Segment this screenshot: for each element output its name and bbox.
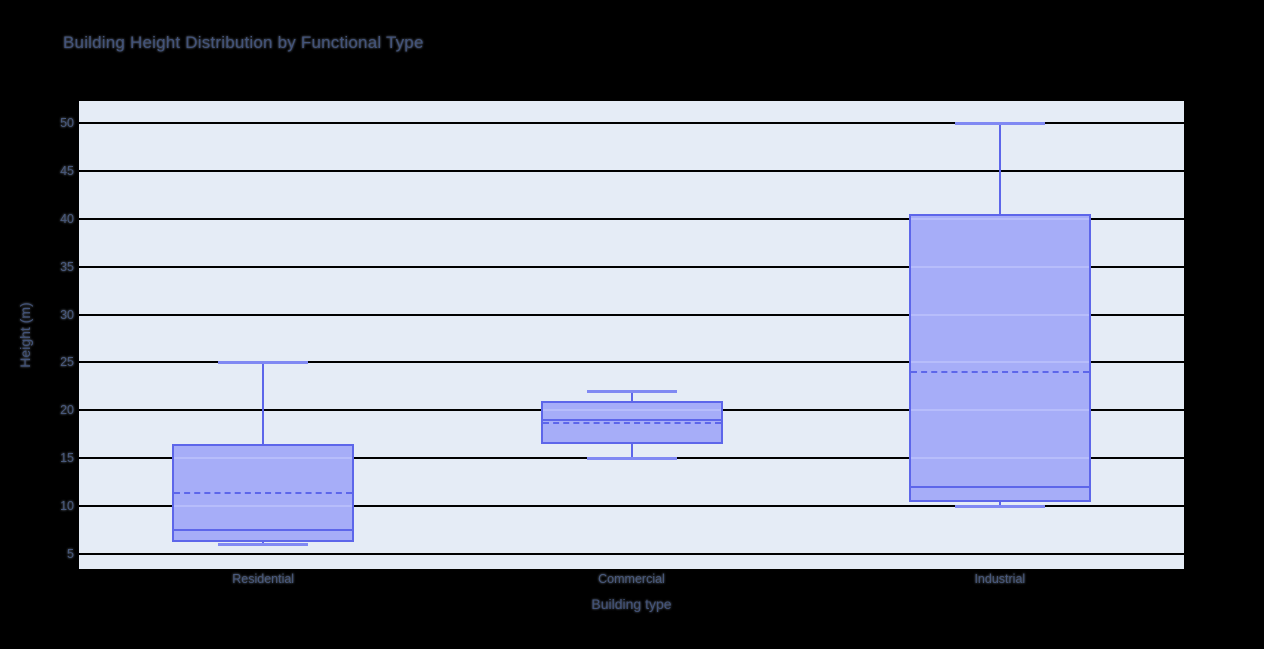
y-tick-label: 20 bbox=[60, 403, 74, 418]
gridline-through-box bbox=[174, 457, 353, 460]
gridline bbox=[79, 170, 1184, 173]
plot-area bbox=[79, 101, 1184, 569]
max-whisker-cap bbox=[954, 122, 1045, 126]
y-axis-title: Height (m) bbox=[17, 302, 33, 368]
gridline-through-box bbox=[174, 504, 353, 507]
mean-line bbox=[174, 491, 353, 494]
x-axis-title: Building type bbox=[591, 596, 672, 612]
gridline-through-box bbox=[910, 409, 1089, 412]
min-whisker-cap bbox=[954, 504, 1045, 508]
x-tick-label: Commercial bbox=[598, 572, 665, 586]
lower-whisker bbox=[998, 502, 1001, 506]
y-tick-label: 40 bbox=[60, 212, 74, 227]
max-whisker-cap bbox=[218, 361, 309, 365]
upper-whisker bbox=[998, 123, 1001, 215]
y-tick-label: 25 bbox=[60, 355, 74, 370]
y-tick-label: 50 bbox=[60, 116, 74, 131]
gridline bbox=[79, 218, 1184, 221]
gridline bbox=[79, 552, 1184, 555]
y-tick-label: 35 bbox=[60, 259, 74, 274]
gridline-through-box bbox=[910, 361, 1089, 364]
upper-whisker bbox=[630, 391, 633, 401]
mean-line bbox=[542, 421, 721, 424]
gridline bbox=[79, 122, 1184, 125]
gridline-through-box bbox=[542, 409, 721, 412]
max-whisker-cap bbox=[586, 390, 677, 394]
y-tick-label: 10 bbox=[60, 498, 74, 513]
median-line bbox=[540, 418, 723, 421]
gridline bbox=[79, 361, 1184, 364]
gridline-through-box bbox=[910, 313, 1089, 316]
median-line bbox=[172, 528, 355, 531]
gridline-through-box bbox=[910, 265, 1089, 268]
gridline-through-box bbox=[910, 218, 1089, 221]
gridline bbox=[79, 265, 1184, 268]
lower-whisker bbox=[630, 443, 633, 459]
mean-line bbox=[910, 371, 1089, 374]
chart-title: Building Height Distribution by Function… bbox=[63, 33, 424, 52]
y-tick-label: 45 bbox=[60, 164, 74, 179]
y-tick-label: 30 bbox=[60, 307, 74, 322]
min-whisker-cap bbox=[218, 543, 309, 547]
gridline bbox=[79, 313, 1184, 316]
gridline-through-box bbox=[910, 457, 1089, 460]
upper-whisker bbox=[262, 362, 265, 444]
x-tick-label: Residential bbox=[232, 572, 295, 586]
lower-whisker bbox=[262, 541, 265, 545]
x-tick-label: Industrial bbox=[974, 572, 1026, 586]
y-tick-label: 5 bbox=[67, 546, 74, 561]
gridline bbox=[79, 504, 1184, 507]
box-industrial bbox=[908, 214, 1091, 503]
min-whisker-cap bbox=[586, 457, 677, 461]
median-line bbox=[908, 485, 1091, 488]
y-tick-label: 15 bbox=[60, 451, 74, 466]
